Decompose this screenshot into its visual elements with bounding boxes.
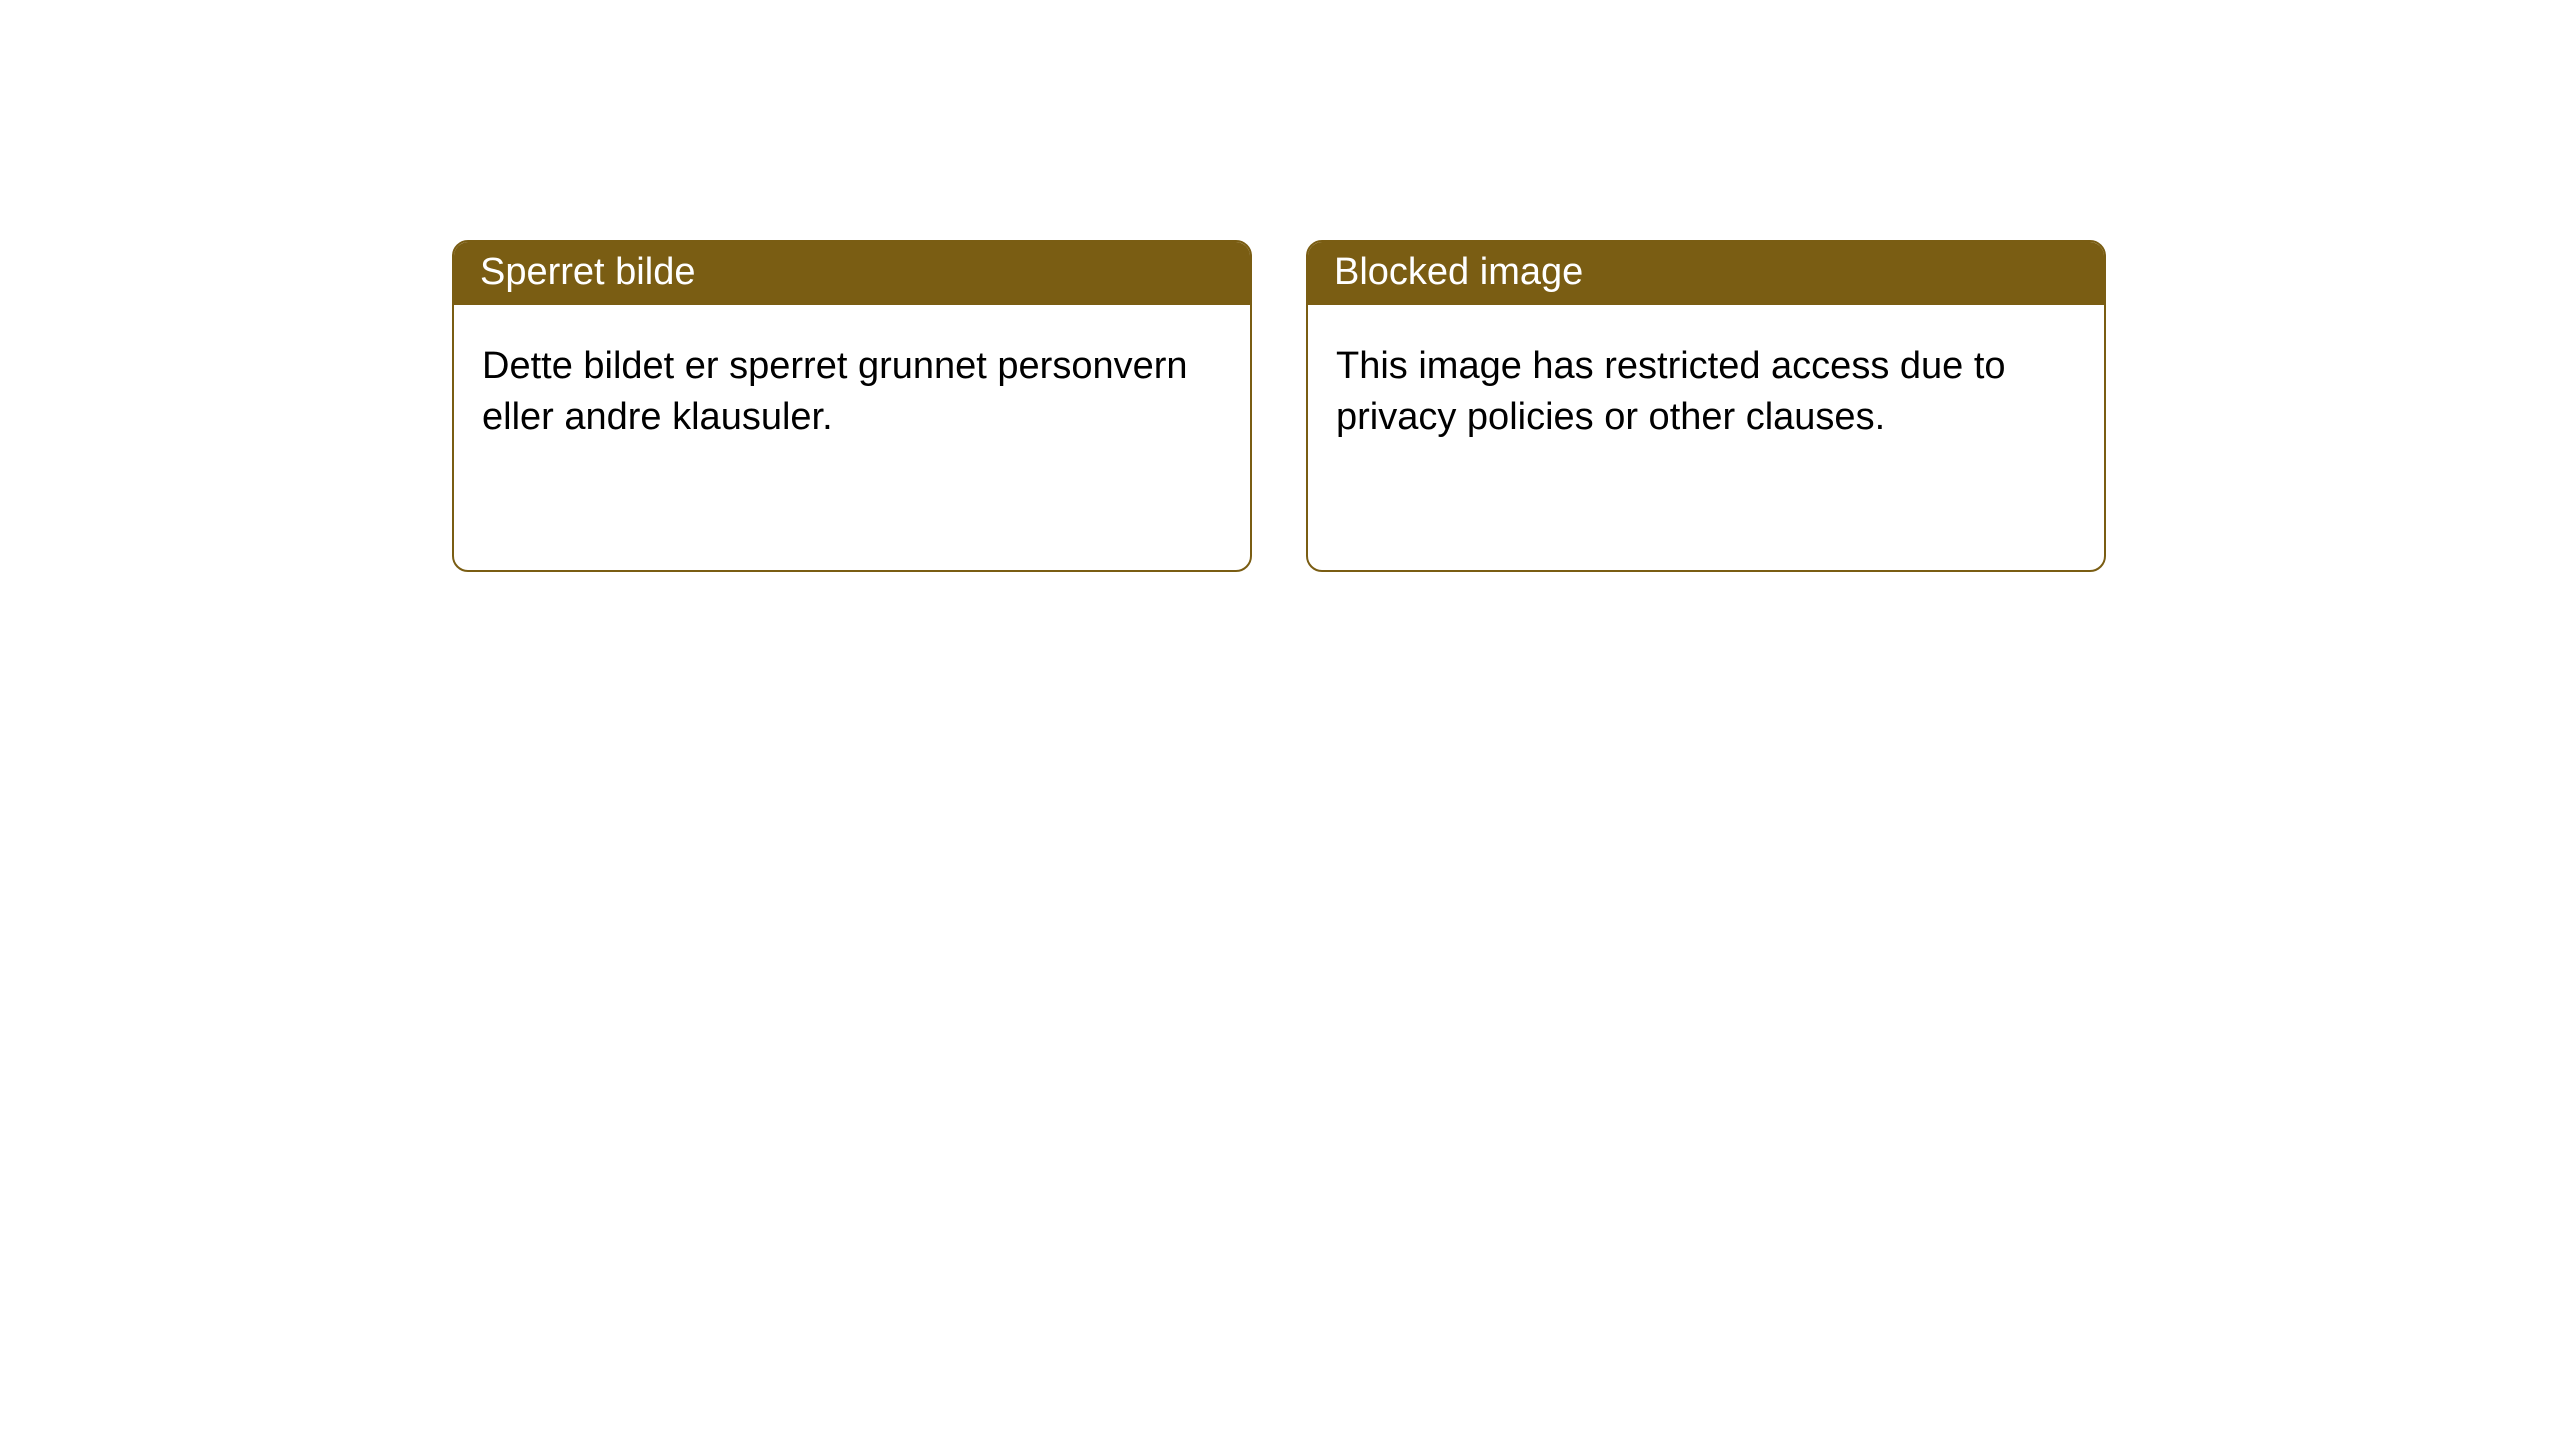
notice-container: Sperret bilde Dette bildet er sperret gr… [0,0,2560,572]
notice-header: Blocked image [1308,242,2104,305]
notice-body: Dette bildet er sperret grunnet personve… [454,305,1250,480]
notice-body: This image has restricted access due to … [1308,305,2104,480]
notice-card-norwegian: Sperret bilde Dette bildet er sperret gr… [452,240,1252,572]
notice-header: Sperret bilde [454,242,1250,305]
notice-card-english: Blocked image This image has restricted … [1306,240,2106,572]
